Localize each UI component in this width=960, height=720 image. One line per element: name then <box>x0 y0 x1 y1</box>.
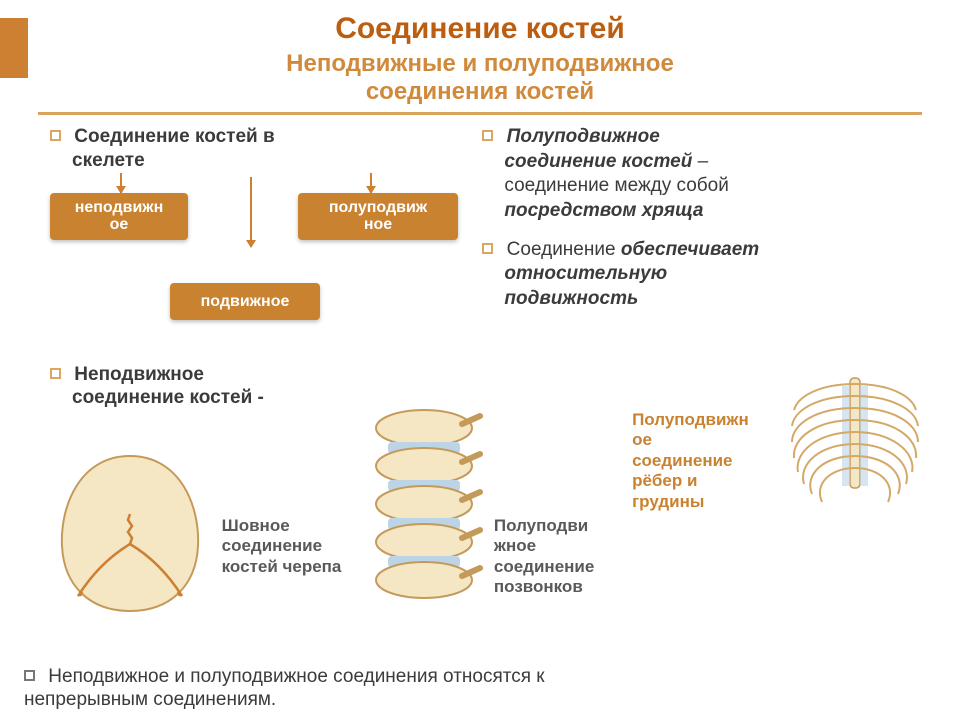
connection-type-diagram: неподвижн ое полуподвиж ное подвижное <box>50 179 462 329</box>
left-head2-l1: Неподвижное <box>74 364 204 385</box>
left-head1-l2: скелете <box>72 150 145 171</box>
arrow-icon <box>370 173 372 193</box>
def2-b3: подвижность <box>504 288 638 309</box>
spine-label: Полуподви жное соединение позвонков <box>494 516 622 598</box>
pill-semi-mobile: полуподвиж ное <box>298 193 458 240</box>
footer-l1: Неподвижное и полуподвижное соединения о… <box>48 666 544 687</box>
def2-b1: обеспечивает <box>621 239 759 260</box>
page-title: Соединение костей <box>0 0 960 50</box>
ribcage-icon <box>780 366 930 536</box>
pill-immobile: неподвижн ое <box>50 193 188 240</box>
def2-b2: относительную <box>504 263 667 284</box>
skull-block <box>50 446 218 616</box>
spine-block <box>366 406 494 616</box>
ribs-label: Полуподвижн ое соединение рёбер и грудин… <box>632 410 780 512</box>
accent-bar-top <box>0 18 28 78</box>
skull-label: Шовное соединение костей черепа <box>222 516 360 577</box>
footer-l2: непрерывным соединениям. <box>24 689 276 710</box>
def1-bold3: посредством хряща <box>504 200 703 221</box>
arrow-icon <box>120 173 122 193</box>
left-column: Соединение костей в скелете неподвижн ое… <box>50 125 472 416</box>
left-head1-l1: Соединение костей в <box>74 126 274 147</box>
bullet-icon <box>24 670 35 681</box>
bullet-icon <box>482 243 493 254</box>
skull-icon <box>50 446 210 616</box>
def2-pre: Соединение <box>507 239 621 260</box>
bullet-icon <box>482 130 493 141</box>
bullet-icon <box>50 368 61 379</box>
ribs-block <box>780 366 930 536</box>
illustration-row: Шовное соединение костей черепа Полупод <box>0 406 960 616</box>
page-subtitle-l2: соединения костей <box>0 78 960 106</box>
pill-mobile: подвижное <box>170 283 320 321</box>
def1-bold2: соединение костей <box>504 151 692 172</box>
arrow-icon <box>250 177 252 247</box>
def1-l2: соединение между собой <box>504 175 728 196</box>
footer-note: Неподвижное и полуподвижное соединения о… <box>24 665 936 713</box>
spine-icon <box>366 406 486 616</box>
def1-bold1: Полуподвижное <box>507 126 660 147</box>
page-subtitle-l1: Неподвижные и полуподвижное <box>0 50 960 78</box>
bullet-icon <box>50 130 61 141</box>
def1-tail: – <box>692 151 708 172</box>
